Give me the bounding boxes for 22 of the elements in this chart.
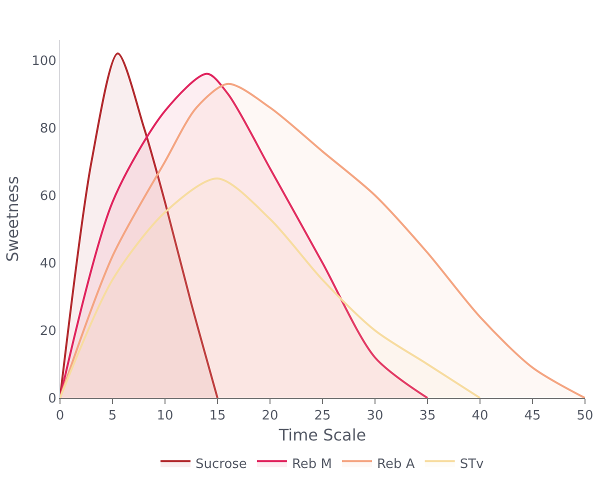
y-tick-label: 0 [48,392,56,407]
x-tick-label: 15 [209,408,226,424]
y-axis-title: Sweetness [3,176,22,262]
x-tick-label: 35 [419,408,436,424]
y-tick-label: 100 [32,54,56,69]
y-tick-label: 60 [40,188,56,204]
legend-label: Reb M [292,457,332,472]
y-tick-label: 80 [40,121,56,136]
x-tick-label: 40 [472,408,488,424]
legend-label: Sucrose [196,457,247,472]
x-tick-label: 45 [524,408,541,424]
y-tick-label: 20 [40,324,56,339]
x-tick-label: 50 [576,408,594,424]
legend-label: Reb A [377,457,415,472]
x-axis-title: Time Scale [278,425,366,444]
legend-label: STv [460,457,484,472]
y-tick-label: 40 [40,256,56,272]
x-tick-label: 30 [366,408,384,424]
x-tick-label: 20 [262,408,278,424]
x-tick-label: 10 [156,408,174,424]
x-tick-label: 5 [108,408,117,424]
x-tick-label: 25 [314,408,331,424]
